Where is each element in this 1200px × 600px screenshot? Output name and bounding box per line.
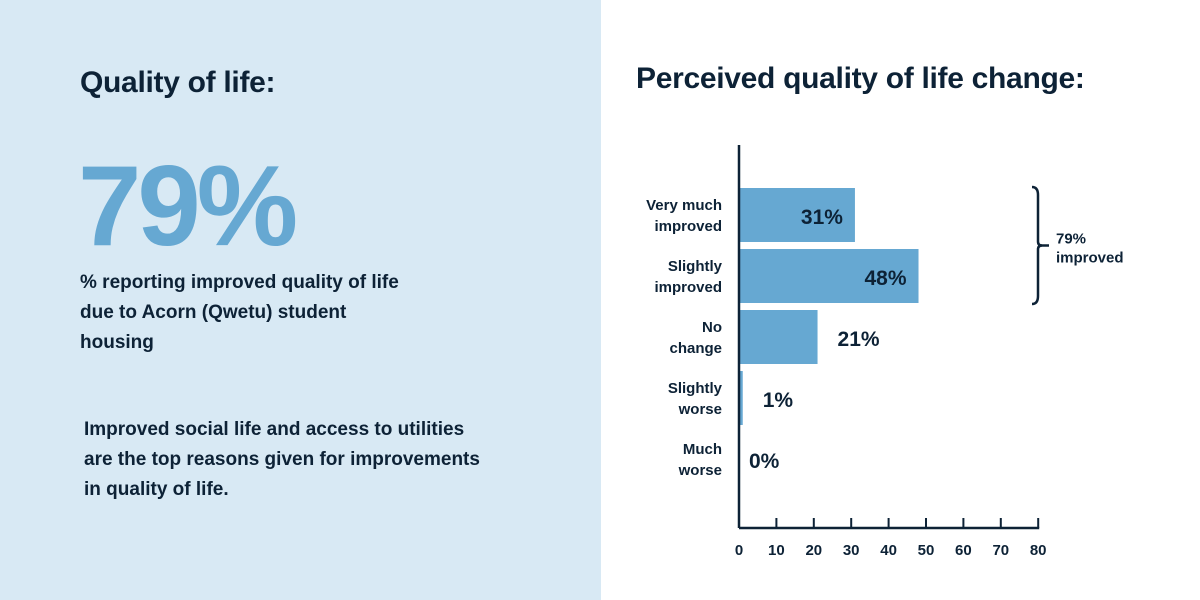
- bar: [739, 310, 818, 364]
- category-label: Slightly worse: [668, 380, 723, 418]
- annotation-label: 79% improved: [1056, 231, 1124, 267]
- x-tick-label: 20: [805, 542, 822, 559]
- x-tick-label: 40: [880, 542, 897, 559]
- left-panel: Quality of life: 79% % reporting improve…: [0, 0, 601, 600]
- x-tick-label: 10: [768, 542, 785, 559]
- left-title: Quality of life:: [80, 66, 276, 99]
- bar-chart: Very much improved 31% Slightly improved 48% N…: [646, 145, 1124, 559]
- value-label: 21%: [838, 328, 880, 351]
- value-label: 31%: [801, 206, 843, 229]
- bar: [739, 371, 743, 425]
- category-label: Slightly improved: [654, 258, 722, 296]
- x-tick-label: 50: [918, 542, 935, 559]
- value-label: 48%: [864, 267, 906, 290]
- x-tick-label: 0: [735, 542, 743, 559]
- value-label: 1%: [763, 389, 794, 412]
- x-tick-label: 80: [1030, 542, 1047, 559]
- x-tick-label: 30: [843, 542, 860, 559]
- stat-caption: % reporting improved quality of life due…: [80, 272, 399, 353]
- category-label: Very much improved: [646, 197, 722, 235]
- bar: [739, 249, 919, 303]
- reasons-text: Improved social life and access to utili…: [84, 419, 480, 500]
- x-tick-label: 60: [955, 542, 972, 559]
- x-tick-label: 70: [992, 542, 1009, 559]
- category-label: No change: [669, 319, 722, 357]
- value-label: 0%: [749, 450, 780, 473]
- big-stat: 79%: [78, 143, 298, 270]
- bar: [739, 188, 855, 242]
- chart-title: Perceived quality of life change:: [636, 62, 1085, 95]
- category-label: Much worse: [678, 441, 722, 479]
